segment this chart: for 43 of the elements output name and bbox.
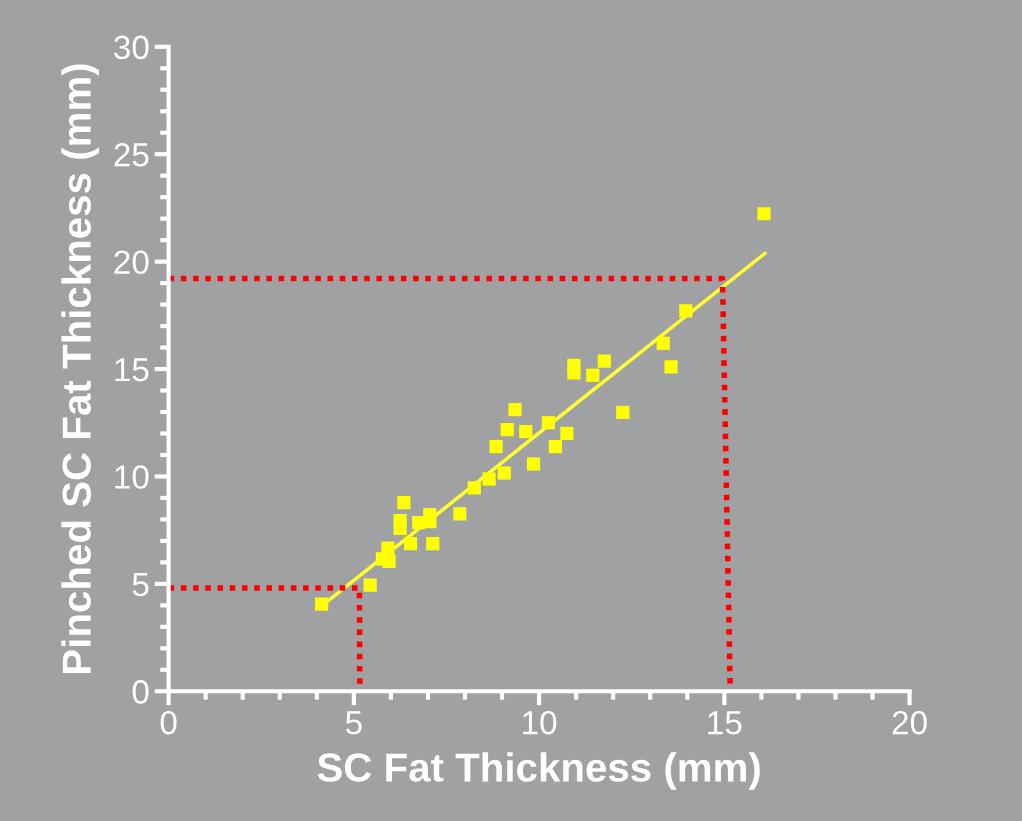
point xyxy=(757,207,771,221)
y-tick-label: 25 xyxy=(114,143,149,167)
point xyxy=(508,403,522,417)
y-tick-label: 15 xyxy=(115,358,149,382)
point xyxy=(541,416,555,430)
point xyxy=(381,541,395,555)
point xyxy=(397,496,411,510)
point xyxy=(526,457,541,471)
point xyxy=(500,423,514,437)
point xyxy=(363,578,377,592)
point xyxy=(453,507,467,521)
point xyxy=(548,440,562,454)
point xyxy=(519,424,533,439)
y-tick-label: 10 xyxy=(115,465,149,489)
y-axis-title: Pinched SC Fat Thickness (mm) xyxy=(61,64,99,673)
point xyxy=(497,466,511,480)
point xyxy=(382,554,396,568)
y-tick-label: 30 xyxy=(114,35,149,60)
x-tick-label: 10 xyxy=(523,710,557,735)
point xyxy=(664,360,678,374)
y-tick-label: 5 xyxy=(132,573,149,597)
point xyxy=(656,336,670,350)
point xyxy=(560,426,574,441)
point xyxy=(679,304,693,318)
point xyxy=(489,440,503,454)
x-tick-label: 15 xyxy=(708,711,742,735)
point xyxy=(616,405,630,420)
point xyxy=(482,472,496,486)
y-tick-label: 20 xyxy=(114,250,149,275)
x-tick-label: 0 xyxy=(160,710,177,735)
x-axis-title: SC Fat Thickness (mm) xyxy=(317,752,760,790)
point xyxy=(467,481,481,495)
y-tick-label: 0 xyxy=(132,680,149,704)
point xyxy=(315,597,329,611)
point xyxy=(597,354,611,368)
point xyxy=(567,366,581,380)
x-tick-label: 5 xyxy=(345,711,362,735)
x-tick-label: 20 xyxy=(892,710,927,735)
point xyxy=(423,515,437,529)
point xyxy=(586,368,600,382)
point xyxy=(426,537,440,551)
point xyxy=(393,521,407,536)
point xyxy=(403,537,418,551)
